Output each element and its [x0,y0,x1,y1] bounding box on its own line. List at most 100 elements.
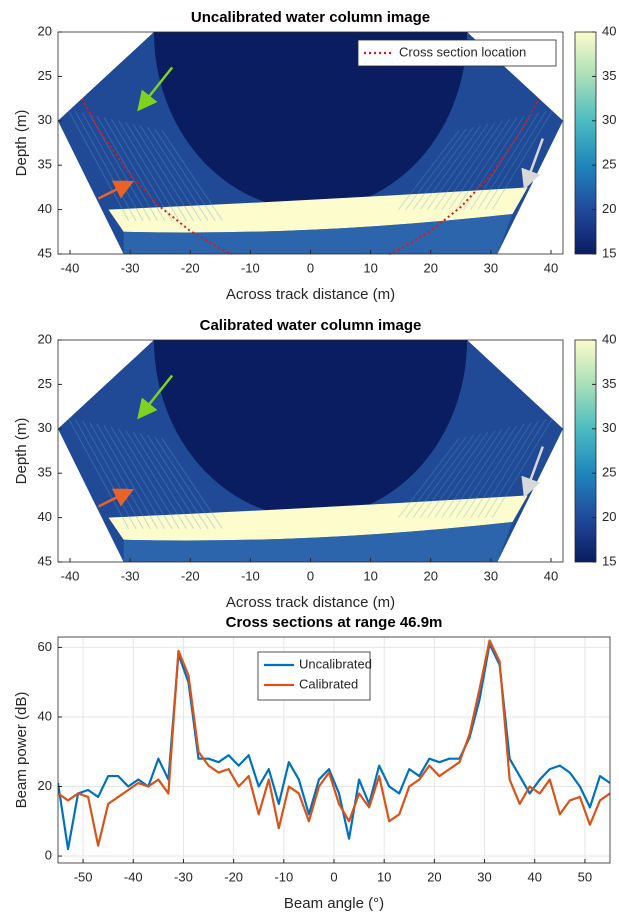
texture-streak [103,117,166,221]
texture-streak [405,128,467,210]
x-tick-label: 40 [544,260,558,275]
texture-streak [96,115,158,221]
y-tick-label: 40 [38,509,52,524]
texture-streak [82,420,144,529]
x-tick-label: -20 [181,260,200,275]
y-tick-label: 30 [38,420,52,435]
x-tick-label: -30 [121,568,140,583]
texture-streak [96,423,158,529]
x-axis-label: Across track distance (m) [226,286,395,303]
colorbar-tick-label: 25 [602,465,616,480]
texture-streak [398,438,460,518]
texture-streak [412,434,474,518]
texture-streak [118,428,180,529]
water-column-image [58,340,563,562]
colorbar [574,339,597,563]
legend-label: Calibrated [299,676,358,691]
x-tick-label: 50 [578,869,592,884]
y-tick-label: 45 [38,245,52,260]
texture-streak [448,118,511,210]
colorbar-tick-label: 35 [602,376,616,391]
sub-seabed [123,214,513,254]
colorbar-tick-label: 35 [602,68,616,83]
colorbar [574,31,597,255]
seabed-band [108,495,528,541]
texture-streak [74,111,137,221]
texture-streak [89,114,151,221]
texture-streak [455,117,518,210]
arrow [137,66,174,112]
legend-label: Uncalibrated [299,656,372,671]
cross-section-line [81,98,540,255]
x-tick-label: 20 [427,869,441,884]
y-tick-label: 20 [38,778,52,793]
y-tick-label: 20 [38,23,52,38]
y-axis-label: Beam power (dB) [13,692,30,809]
texture-streak [484,111,547,210]
texture-streak [419,125,482,210]
colorbar-tick-label: 20 [602,509,616,524]
water-column-dark-top [153,340,468,342]
texture-streak [426,123,489,210]
x-tick-label: 10 [363,260,377,275]
texture-streak [110,426,173,529]
texture-streak [491,109,554,210]
texture-streak [89,422,151,529]
texture-streak [434,430,496,518]
texture-streak [477,112,539,210]
y-axis-label: Depth (m) [13,418,30,485]
x-tick-label: 10 [363,568,377,583]
texture-streak [448,426,511,518]
texture-streak [125,430,187,529]
texture-streak [147,126,209,221]
series-line [58,639,610,847]
water-column-dark-top [153,32,468,34]
texture-streak [419,433,482,518]
texture-streak [139,433,202,529]
texture-streak [132,431,195,529]
x-tick-label: -20 [224,869,243,884]
arrow [97,488,135,508]
x-tick-label: 30 [484,260,498,275]
x-tick-label: 0 [307,568,314,583]
arrow [521,446,544,498]
chart-title: Cross sections at range 46.9m [226,614,443,631]
y-axis-label: Depth (m) [13,110,30,177]
y-tick-label: 25 [38,376,52,391]
water-column-dark [153,32,468,210]
colorbar-tick-label: 15 [602,245,616,260]
y-tick-label: 30 [38,112,52,127]
y-tick-label: 20 [38,331,52,346]
x-tick-label: 40 [527,869,541,884]
chart-title: Uncalibrated water column image [191,9,430,26]
x-tick-label: 0 [307,260,314,275]
x-tick-label: -10 [241,568,260,583]
colorbar-tick-label: 25 [602,157,616,172]
y-tick-label: 40 [38,708,52,723]
arrow [137,374,174,420]
legend-box [257,651,371,701]
x-tick-label: 20 [424,568,438,583]
x-tick-label: -20 [181,568,200,583]
texture-streak [132,123,195,221]
colorbar-tick-label: 40 [602,23,616,38]
x-tick-label: -10 [241,260,260,275]
texture-streak [412,126,474,210]
x-axis-label: Across track distance (m) [226,594,395,611]
texture-streak [484,419,547,518]
texture-streak [74,419,137,529]
x-tick-label: -10 [274,869,293,884]
x-tick-label: -40 [61,568,80,583]
x-tick-label: 10 [377,869,391,884]
texture-streak [161,438,223,529]
texture-streak [477,420,539,518]
texture-streak [110,118,173,221]
x-tick-label: -40 [61,260,80,275]
colorbar-tick-label: 30 [602,420,616,435]
y-tick-label: 40 [38,201,52,216]
x-axis-label: Beam angle (°) [284,895,384,912]
texture-streak [441,428,503,518]
x-tick-label: -50 [74,869,93,884]
water-column-dark [153,340,468,518]
